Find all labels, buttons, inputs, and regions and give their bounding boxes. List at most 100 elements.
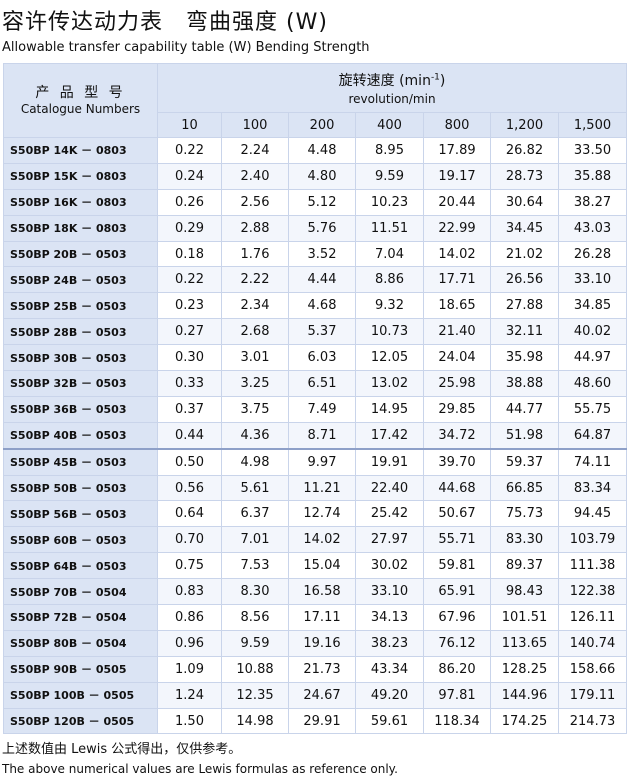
value-cell: 97.81 — [423, 681, 491, 709]
value-cell: 29.91 — [288, 707, 356, 735]
value-cell: 30.64 — [490, 188, 559, 216]
value-cell: 6.51 — [288, 370, 356, 397]
value-cell: 83.34 — [557, 474, 628, 502]
value-cell: 19.17 — [423, 162, 491, 190]
value-cell: 118.34 — [423, 707, 491, 735]
catalogue-number: S50BP 24B － 0503 — [3, 266, 158, 294]
value-cell: 158.66 — [557, 655, 628, 683]
table-row: S50BP 14K － 0803 0.22 2.24 4.48 8.95 17.89 26.… — [3, 137, 628, 164]
catalogue-number: S50BP 120B － 0505 — [3, 707, 158, 735]
value-cell: 0.37 — [157, 395, 222, 423]
capability-table: 产 品 型 号 Catalogue Numbers 旋转速度 (min-1) r… — [3, 63, 628, 735]
value-cell: 27.88 — [490, 292, 559, 320]
value-cell: 103.79 — [557, 526, 628, 554]
value-cell: 21.73 — [288, 655, 356, 683]
value-cell: 64.87 — [557, 421, 628, 450]
value-cell: 126.11 — [557, 604, 628, 631]
table-row: S50BP 24B － 0503 0.22 2.22 4.44 8.86 17.71 26.… — [3, 266, 628, 294]
catalogue-header-cn: 产 品 型 号 — [35, 84, 126, 101]
value-cell: 34.85 — [557, 292, 628, 320]
speed-col-header: 200 — [288, 112, 356, 138]
value-cell: 4.48 — [288, 137, 356, 164]
value-cell: 19.91 — [355, 447, 424, 476]
value-cell: 8.30 — [221, 578, 289, 606]
catalogue-header-en: Catalogue Numbers — [20, 101, 141, 116]
value-cell: 65.91 — [423, 578, 491, 606]
value-cell: 75.73 — [490, 500, 559, 528]
value-cell: 50.67 — [423, 500, 491, 528]
value-cell: 10.73 — [355, 318, 424, 346]
catalogue-number: S50BP 30B － 0503 — [3, 344, 158, 372]
value-cell: 111.38 — [557, 552, 628, 580]
table-row: S50BP 56B － 0503 0.64 6.37 12.74 25.42 50.67 7… — [3, 500, 628, 528]
value-cell: 0.26 — [157, 188, 222, 216]
value-cell: 22.40 — [355, 474, 424, 502]
value-cell: 26.82 — [490, 137, 559, 164]
value-cell: 98.43 — [490, 578, 559, 606]
value-cell: 179.11 — [557, 681, 628, 709]
speed-col-header: 800 — [423, 112, 491, 138]
value-cell: 3.01 — [221, 344, 289, 372]
value-cell: 0.44 — [157, 421, 222, 450]
value-cell: 1.76 — [221, 240, 289, 268]
value-cell: 28.73 — [490, 162, 559, 190]
value-cell: 89.37 — [490, 552, 559, 580]
value-cell: 10.88 — [221, 655, 289, 683]
value-cell: 55.75 — [557, 395, 628, 423]
value-cell: 34.13 — [355, 604, 424, 631]
value-cell: 51.98 — [490, 421, 559, 450]
table-row: S50BP 100B － 0505 1.24 12.35 24.67 49.20 97.8… — [3, 681, 628, 709]
value-cell: 94.45 — [557, 500, 628, 528]
table-row: S50BP 36B － 0503 0.37 3.75 7.49 14.95 29.85 44… — [3, 395, 628, 423]
catalogue-number: S50BP 28B － 0503 — [3, 318, 158, 346]
table-row: S50BP 15K － 0803 0.24 2.40 4.80 9.59 19.17 28.… — [3, 162, 628, 190]
value-cell: 3.75 — [221, 395, 289, 423]
value-cell: 26.56 — [490, 266, 559, 294]
catalogue-number: S50BP 15K － 0803 — [3, 162, 158, 190]
value-cell: 38.88 — [490, 370, 559, 397]
value-cell: 0.29 — [157, 214, 222, 242]
value-cell: 33.50 — [557, 137, 628, 164]
catalogue-number: S50BP 70B － 0504 — [3, 578, 158, 606]
value-cell: 40.02 — [557, 318, 628, 346]
value-cell: 0.56 — [157, 474, 222, 502]
value-cell: 18.65 — [423, 292, 491, 320]
catalogue-number: S50BP 14K － 0803 — [3, 137, 158, 164]
value-cell: 38.27 — [557, 188, 628, 216]
page-title: 容许传达动力表 弯曲强度 (W) — [2, 10, 328, 35]
value-cell: 0.22 — [157, 137, 222, 164]
value-cell: 4.36 — [221, 421, 289, 450]
value-cell: 7.53 — [221, 552, 289, 580]
value-cell: 9.59 — [355, 162, 424, 190]
value-cell: 14.95 — [355, 395, 424, 423]
value-cell: 19.16 — [288, 629, 356, 657]
value-cell: 35.98 — [490, 344, 559, 372]
table-row: S50BP 25B － 0503 0.23 2.34 4.68 9.32 18.65 27.… — [3, 292, 628, 320]
value-cell: 2.40 — [221, 162, 289, 190]
table-row: S50BP 18K － 0803 0.29 2.88 5.76 11.51 22.99 34… — [3, 214, 628, 242]
value-cell: 14.98 — [221, 707, 289, 735]
value-cell: 44.68 — [423, 474, 491, 502]
value-cell: 83.30 — [490, 526, 559, 554]
value-cell: 214.73 — [557, 707, 628, 735]
value-cell: 26.28 — [557, 240, 628, 268]
value-cell: 21.40 — [423, 318, 491, 346]
value-cell: 29.85 — [423, 395, 491, 423]
value-cell: 20.44 — [423, 188, 491, 216]
value-cell: 1.50 — [157, 707, 222, 735]
value-cell: 0.30 — [157, 344, 222, 372]
value-cell: 1.09 — [157, 655, 222, 683]
value-cell: 1.24 — [157, 681, 222, 709]
value-cell: 43.34 — [355, 655, 424, 683]
value-cell: 9.59 — [221, 629, 289, 657]
table-row: S50BP 28B － 0503 0.27 2.68 5.37 10.73 21.40 32… — [3, 318, 628, 346]
table-row: S50BP 120B － 0505 1.50 14.98 29.91 59.61 118.… — [3, 707, 628, 735]
value-cell: 34.72 — [423, 421, 491, 450]
value-cell: 14.02 — [288, 526, 356, 554]
table-row: S50BP 45B － 0503 0.50 4.98 9.97 19.91 39.70 59… — [3, 447, 628, 476]
catalogue-number: S50BP 80B － 0504 — [3, 629, 158, 657]
value-cell: 55.71 — [423, 526, 491, 554]
catalogue-number: S50BP 32B － 0503 — [3, 370, 158, 397]
speed-col-header: 100 — [221, 112, 289, 138]
table-row: S50BP 32B － 0503 0.33 3.25 6.51 13.02 25.98 38… — [3, 370, 628, 397]
